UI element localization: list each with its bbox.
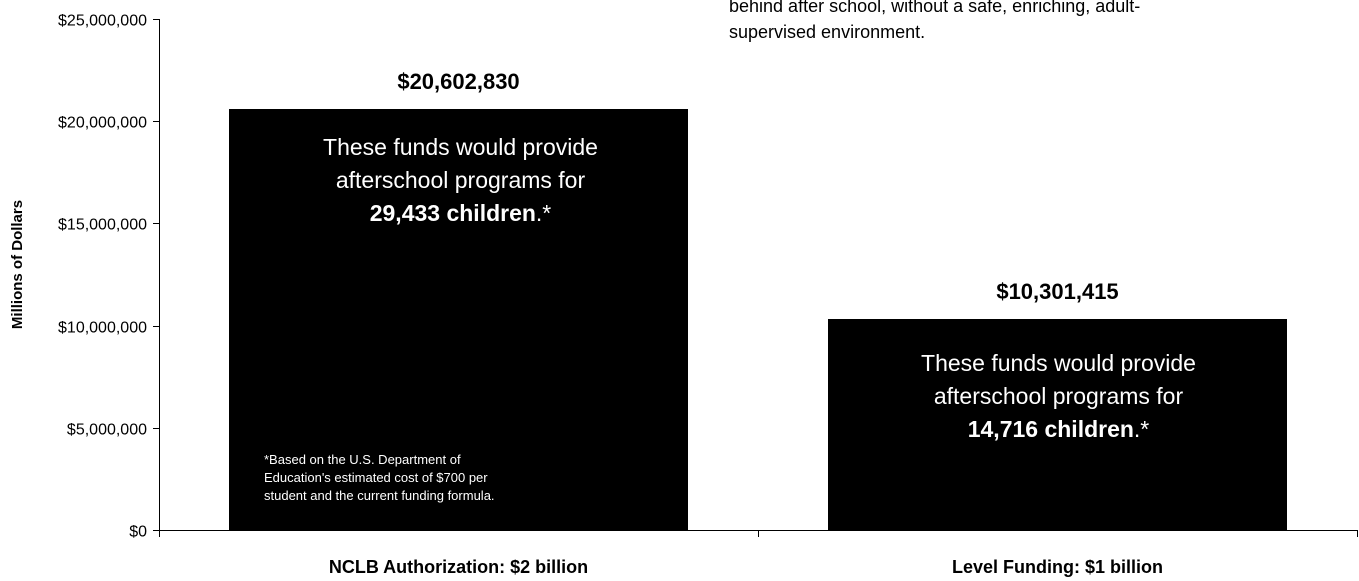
footnote-line-1: *Based on the U.S. Department of xyxy=(264,452,461,467)
bar xyxy=(229,109,688,530)
y-tick-label: $10,000,000 xyxy=(58,320,147,337)
y-tick-label: $25,000,000 xyxy=(58,13,147,30)
bar-1-callout-line-3: 29,433 children.* xyxy=(231,197,690,230)
footnote: *Based on the U.S. Department of Educati… xyxy=(264,451,684,505)
x-category-label: Level Funding: $1 billion xyxy=(952,557,1163,577)
bar-2-callout-line-2: afterschool programs for xyxy=(933,383,1184,409)
note-line-1: behind after school, without a safe, enr… xyxy=(729,0,1141,16)
footnote-line-2: Education's estimated cost of $700 per xyxy=(264,470,488,485)
bar-2-callout-line-1: These funds would provide xyxy=(921,350,1196,376)
footnote-line-3: student and the current funding formula. xyxy=(264,488,495,503)
x-category-label: NCLB Authorization: $2 billion xyxy=(329,557,588,577)
bar-1-children-count: 29,433 children xyxy=(369,200,536,226)
chart-note: behind after school, without a safe, enr… xyxy=(729,0,1329,45)
y-tick-label: $5,000,000 xyxy=(67,422,147,439)
y-axis-title: Millions of Dollars xyxy=(9,200,26,329)
bar xyxy=(828,319,1287,530)
bar-1-callout-suffix: .* xyxy=(535,200,552,226)
bar-2-callout-suffix: .* xyxy=(1133,416,1150,442)
note-line-2: supervised environment. xyxy=(729,22,926,42)
bar-2-callout: These funds would provide afterschool pr… xyxy=(829,347,1288,446)
y-tick-label: $20,000,000 xyxy=(58,115,147,132)
bar-1-callout-line-2: afterschool programs for xyxy=(335,167,586,193)
y-tick-label: $15,000,000 xyxy=(58,217,147,234)
bar-1-callout: These funds would provide afterschool pr… xyxy=(231,131,690,230)
bar-value-label: $20,602,830 xyxy=(397,69,519,94)
y-tick-label: $0 xyxy=(129,524,147,541)
bar-2-callout-line-3: 14,716 children.* xyxy=(829,413,1288,446)
bar-2-children-count: 14,716 children xyxy=(967,416,1134,442)
bar-value-label: $10,301,415 xyxy=(996,279,1118,304)
bar-1-callout-line-1: These funds would provide xyxy=(323,134,598,160)
